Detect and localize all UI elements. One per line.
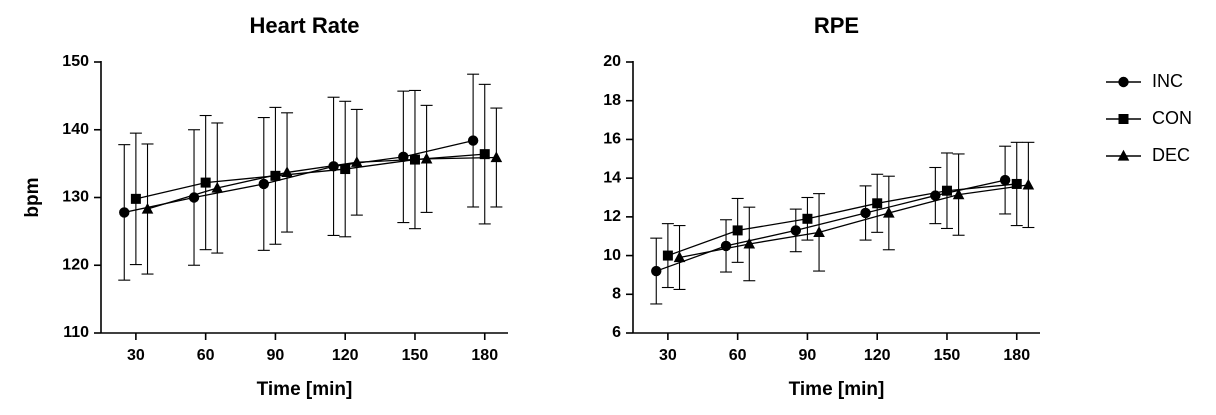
- rpe-dec-point: [952, 188, 965, 200]
- heart-rate-con-point: [200, 177, 211, 188]
- rpe-dec-point: [883, 206, 895, 218]
- heart-rate-dec-point: [281, 166, 293, 178]
- heart-rate-y-tick-label: 120: [62, 256, 89, 273]
- rpe-inc-point: [651, 265, 662, 277]
- legend-marker-circle: [1118, 76, 1129, 88]
- rpe-y-tick-label: 10: [603, 247, 621, 264]
- rpe-con-point: [732, 225, 743, 236]
- heart-rate-series-inc: [118, 73, 480, 281]
- legend-entry-con: CON: [1106, 108, 1192, 128]
- rpe-chart: RPE 6 8 10 12 14 16 18 20 30 60 90 120 150 180 Time [mi…: [603, 13, 1040, 400]
- heart-rate-dec-line: [147, 156, 497, 210]
- rpe-x-axis-label: Time [min]: [789, 379, 885, 400]
- rpe-inc-point: [999, 174, 1011, 186]
- heart-rate-con-line: [135, 153, 485, 200]
- heart-rate-y-axis-label: bpm: [22, 177, 43, 217]
- rpe-y-tick-label: 14: [603, 169, 621, 186]
- legend-marker-square: [1118, 114, 1129, 124]
- heart-rate-con-point: [479, 149, 490, 160]
- heart-rate-inc-point: [328, 161, 339, 172]
- rpe-y-tick-label: 6: [612, 324, 621, 341]
- rpe-y-tick-label: 20: [603, 53, 621, 70]
- rpe-y-tick-label: 12: [603, 208, 621, 225]
- heart-rate-x-axis-label: Time [min]: [257, 379, 353, 400]
- rpe-x-tick-label: 90: [799, 347, 817, 364]
- rpe-dec-line: [679, 184, 1029, 259]
- heart-rate-x-tick-label: 30: [127, 347, 145, 364]
- rpe-con-point: [1011, 178, 1022, 189]
- heart-rate-title: Heart Rate: [249, 13, 359, 38]
- heart-rate-con-point: [340, 164, 351, 175]
- heart-rate-dec-point: [420, 152, 433, 164]
- legend-entry-inc: INC: [1106, 71, 1183, 91]
- rpe-con-point: [802, 213, 813, 224]
- heart-rate-x-tick-label: 120: [332, 347, 359, 364]
- heart-rate-inc-line: [124, 139, 474, 214]
- rpe-x-tick-label: 60: [729, 347, 747, 364]
- heart-rate-dec-point: [490, 151, 503, 163]
- heart-rate-x-tick-label: 150: [402, 347, 429, 364]
- legend-marker-triangle: [1117, 149, 1130, 161]
- heart-rate-series-con: [129, 83, 491, 266]
- rpe-inc-line: [656, 179, 1006, 272]
- heart-rate-series-dec: [141, 104, 503, 275]
- rpe-dec-point: [743, 237, 756, 249]
- heart-rate-y-tick-label: 140: [62, 121, 89, 138]
- heart-rate-inc-point: [119, 207, 130, 218]
- heart-rate-dec-point: [211, 181, 224, 193]
- rpe-dec-point: [673, 251, 686, 263]
- rpe-y-tick-label: 8: [612, 286, 621, 303]
- heart-rate-y-tick-label: 150: [62, 53, 89, 70]
- heart-rate-y-tick-label: 130: [62, 189, 89, 206]
- heart-rate-chart: Heart Rate 110 120 130 140 150 30 60 90 120 150 180…: [22, 13, 508, 400]
- heart-rate-inc-point: [258, 178, 269, 190]
- legend-label: CON: [1152, 108, 1192, 128]
- legend-label: DEC: [1152, 145, 1190, 165]
- rpe-y-tick-label: 18: [603, 92, 621, 109]
- rpe-con-point: [662, 250, 673, 261]
- rpe-dec-point: [813, 226, 825, 237]
- heart-rate-inc-point: [467, 135, 479, 146]
- rpe-series-dec: [673, 141, 1035, 290]
- rpe-series-inc: [650, 145, 1012, 305]
- rpe-x-tick-label: 30: [659, 347, 677, 364]
- rpe-x-tick-label: 180: [1003, 347, 1030, 364]
- rpe-inc-point: [790, 225, 801, 236]
- rpe-con-point: [941, 185, 952, 196]
- legend: INC CON DEC: [1106, 71, 1192, 165]
- rpe-y-tick-label: 16: [603, 131, 621, 148]
- heart-rate-con-point: [270, 170, 281, 181]
- rpe-title: RPE: [814, 13, 859, 38]
- rpe-con-point: [872, 198, 883, 209]
- heart-rate-x-tick-label: 60: [197, 347, 215, 364]
- rpe-series-con: [661, 141, 1023, 289]
- rpe-dec-point: [1022, 178, 1035, 190]
- heart-rate-dec-point: [351, 156, 363, 167]
- rpe-x-tick-label: 150: [934, 347, 961, 364]
- heart-rate-dec-point: [141, 202, 154, 214]
- rpe-inc-point: [860, 207, 871, 219]
- rpe-x-tick-label: 120: [864, 347, 891, 364]
- legend-entry-dec: DEC: [1106, 145, 1190, 165]
- legend-label: INC: [1152, 71, 1183, 91]
- heart-rate-con-point: [130, 193, 141, 204]
- heart-rate-x-tick-label: 180: [471, 347, 498, 364]
- heart-rate-x-tick-label: 90: [267, 347, 285, 364]
- heart-rate-y-tick-label: 110: [63, 324, 89, 341]
